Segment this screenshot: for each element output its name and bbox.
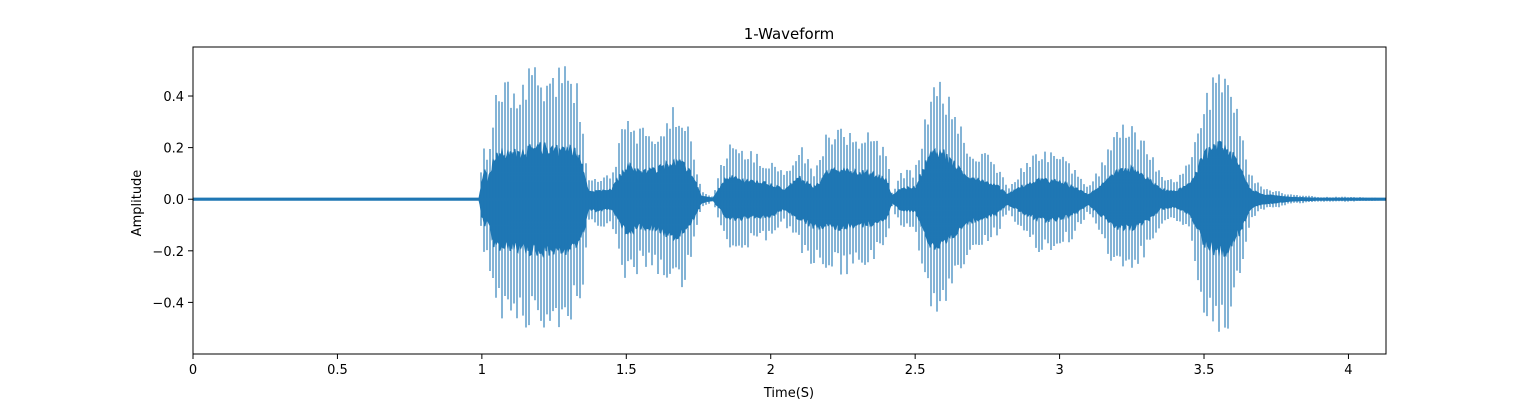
x-axis-label: Time(S) (763, 386, 814, 400)
x-tick-label: 0 (189, 363, 197, 378)
x-axis: 0 0.5 1 1.5 2 2.5 3 3.5 4 (189, 354, 1353, 378)
y-axis: −0.4 −0.2 0.0 0.2 0.4 (152, 90, 193, 311)
y-tick-label: 0.0 (163, 193, 184, 208)
plot-area (192, 46, 1387, 355)
y-axis-label: Amplitude (130, 170, 145, 237)
x-tick-label: 1 (478, 363, 486, 378)
chart-title: 1-Waveform (744, 25, 835, 43)
axes-frame (192, 46, 1387, 355)
x-tick-label: 4 (1344, 363, 1352, 378)
y-tick-label: 0.2 (163, 142, 184, 157)
x-tick-label: 3.5 (1194, 363, 1215, 378)
x-tick-label: 2 (767, 363, 775, 378)
x-tick-label: 1.5 (616, 363, 637, 378)
y-tick-label: −0.2 (152, 245, 184, 260)
y-tick-label: 0.4 (163, 90, 184, 105)
x-tick-label: 3 (1055, 363, 1063, 378)
x-tick-label: 2.5 (905, 363, 926, 378)
x-tick-label: 0.5 (327, 363, 348, 378)
y-tick-label: −0.4 (152, 296, 184, 311)
